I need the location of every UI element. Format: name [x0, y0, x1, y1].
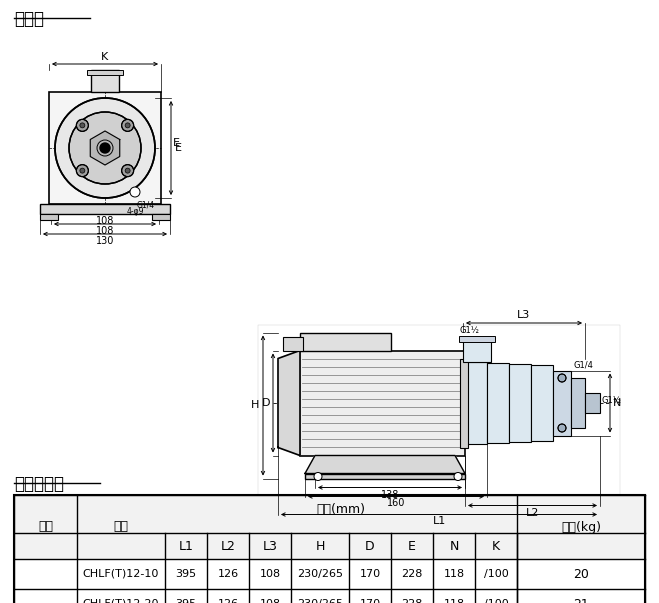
Bar: [87, 70, 123, 75]
Text: H: H: [250, 400, 259, 411]
Text: 尺寸(mm): 尺寸(mm): [316, 503, 366, 516]
Text: 126: 126: [217, 599, 239, 603]
Text: E: E: [173, 138, 179, 148]
Circle shape: [454, 473, 462, 481]
Circle shape: [558, 374, 566, 382]
Text: H: H: [315, 540, 325, 552]
Circle shape: [100, 143, 110, 153]
Text: D: D: [262, 398, 270, 408]
Text: 228: 228: [401, 599, 422, 603]
Circle shape: [76, 165, 88, 177]
Circle shape: [80, 123, 85, 128]
Text: G1/4: G1/4: [137, 200, 155, 209]
Circle shape: [76, 119, 88, 131]
Circle shape: [80, 168, 85, 173]
Bar: [14, 495, 645, 533]
Text: CHLF(T)12-20: CHLF(T)12-20: [83, 599, 159, 603]
Circle shape: [122, 165, 134, 177]
Text: 型号: 型号: [113, 520, 129, 534]
Text: 118: 118: [444, 569, 465, 579]
Circle shape: [125, 123, 130, 128]
Bar: [40, 204, 170, 214]
Text: 尺寸和重量: 尺寸和重量: [14, 475, 64, 493]
Text: L3: L3: [262, 540, 277, 552]
Text: L1: L1: [179, 540, 194, 552]
Text: E: E: [175, 143, 182, 153]
Text: 170: 170: [359, 599, 380, 603]
Text: G1½: G1½: [602, 396, 622, 405]
Bar: [14, 495, 645, 603]
Bar: [459, 336, 495, 342]
Text: 228: 228: [401, 569, 422, 579]
Polygon shape: [90, 131, 120, 165]
Text: L2: L2: [221, 540, 235, 552]
Bar: [40, 214, 58, 220]
Text: N: N: [449, 540, 459, 552]
Bar: [571, 378, 585, 428]
Bar: [531, 365, 553, 441]
Text: 126: 126: [217, 569, 239, 579]
Circle shape: [122, 119, 134, 131]
Bar: [487, 363, 509, 443]
Bar: [553, 370, 571, 435]
Bar: [300, 332, 391, 350]
Bar: [460, 359, 468, 447]
Bar: [305, 473, 465, 479]
Text: L2: L2: [526, 508, 539, 517]
Text: 138: 138: [381, 490, 399, 499]
Bar: [585, 393, 600, 413]
Bar: [463, 337, 491, 362]
Polygon shape: [278, 350, 300, 455]
Bar: [14, 533, 645, 559]
Text: K: K: [492, 540, 500, 552]
Bar: [509, 364, 531, 442]
Text: G1/4: G1/4: [573, 361, 593, 370]
Text: 108: 108: [260, 569, 281, 579]
Circle shape: [130, 187, 140, 197]
Text: L3: L3: [517, 310, 530, 320]
Bar: [49, 92, 161, 204]
Text: 108: 108: [260, 599, 281, 603]
Text: K: K: [101, 52, 109, 62]
Bar: [465, 362, 487, 444]
Circle shape: [125, 168, 130, 173]
Text: L1: L1: [432, 517, 445, 526]
Text: /100: /100: [484, 569, 508, 579]
Text: 重量(kg): 重量(kg): [561, 520, 601, 534]
Text: 108: 108: [96, 226, 114, 236]
Text: 130: 130: [96, 236, 114, 246]
Text: 230/265: 230/265: [297, 569, 343, 579]
Bar: [258, 324, 620, 519]
Bar: [91, 70, 119, 92]
Text: E: E: [408, 540, 416, 552]
Text: 118: 118: [444, 599, 465, 603]
Circle shape: [314, 473, 322, 481]
Text: 安装图: 安装图: [14, 10, 44, 28]
Bar: [300, 350, 465, 455]
Text: 20: 20: [573, 567, 589, 581]
Text: G1½: G1½: [460, 326, 480, 335]
Text: 395: 395: [175, 599, 196, 603]
Text: 230/265: 230/265: [297, 599, 343, 603]
Polygon shape: [305, 455, 465, 473]
Circle shape: [55, 98, 155, 198]
Text: 电机: 电机: [38, 520, 53, 534]
Text: CHLF(T)12-10: CHLF(T)12-10: [83, 569, 159, 579]
Text: /100: /100: [484, 599, 508, 603]
Bar: [283, 336, 303, 350]
Text: 108: 108: [96, 216, 114, 226]
Text: 395: 395: [175, 569, 196, 579]
Text: N: N: [613, 398, 621, 408]
Text: 160: 160: [387, 499, 405, 508]
Text: D: D: [365, 540, 375, 552]
Circle shape: [558, 424, 566, 432]
Circle shape: [69, 112, 141, 184]
Text: 170: 170: [359, 569, 380, 579]
Bar: [152, 214, 170, 220]
Text: 21: 21: [573, 598, 589, 603]
Text: 4-φ9: 4-φ9: [127, 207, 144, 216]
